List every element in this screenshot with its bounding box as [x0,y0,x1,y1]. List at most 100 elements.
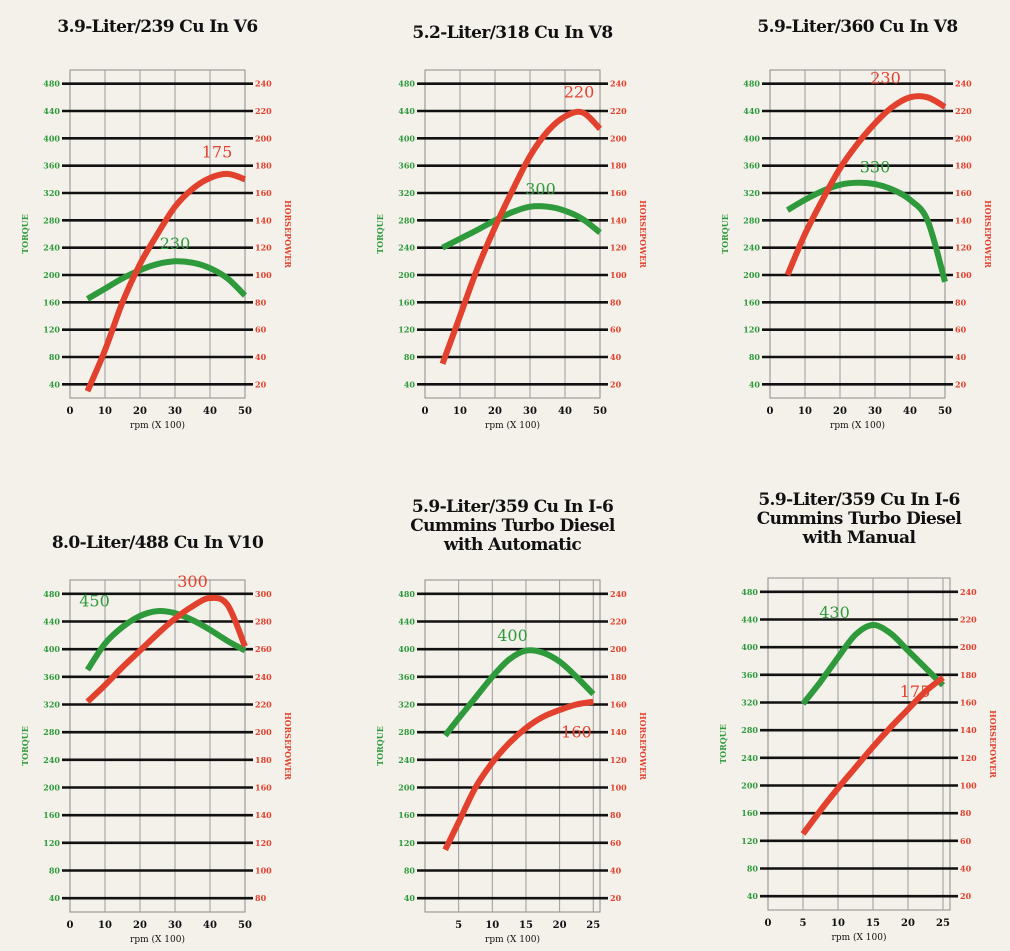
x-tick-label: 25 [936,918,950,929]
horsepower-tick-label: 240 [960,587,977,597]
torque-tick-label: 80 [404,352,416,362]
torque-tick-label: 200 [398,783,415,793]
torque-tick-label: 240 [741,753,758,763]
torque-tick-label: 280 [743,215,760,225]
plot-frame [769,69,946,399]
torque-tick-label: 400 [398,644,415,654]
torque-tick-label: 160 [398,297,415,307]
horsepower-tick-label: 220 [255,106,272,116]
torque-tick-label: 200 [741,781,758,791]
horsepower-tick-label: 220 [960,615,977,625]
horsepower-tick-label: 20 [955,379,967,389]
torque-tick-label: 40 [747,891,759,901]
x-tick-label: 30 [868,406,882,417]
torque-tick-label: 200 [743,270,760,280]
horsepower-tick-label: 180 [255,755,272,765]
horsepower-tick-label: 40 [610,866,622,876]
x-tick-label: 0 [767,406,774,417]
torque-tick-label: 480 [741,587,758,597]
x-tick-label: 20 [133,406,147,417]
torque-tick-label: 120 [741,836,758,846]
horsepower-tick-label: 80 [960,808,972,818]
horsepower-tick-label: 160 [255,188,272,198]
torque-tick-label: 320 [743,188,760,198]
x-tick-label: 20 [553,920,567,931]
torque-tick-label: 80 [404,866,416,876]
torque-tick-label: 240 [398,243,415,253]
x-tick-label: 20 [833,406,847,417]
horsepower-peak-label: 220 [564,82,595,101]
x-tick-label: 10 [453,406,467,417]
torque-peak-label: 400 [497,626,528,645]
x-tick-label: 0 [422,406,429,417]
x-tick-label: 0 [765,918,772,929]
horsepower-tick-label: 300 [255,589,272,599]
horsepower-tick-label: 140 [255,215,272,225]
torque-tick-label: 40 [49,379,61,389]
torque-tick-label: 400 [43,644,60,654]
torque-tick-label: 480 [398,589,415,599]
horsepower-curve [800,675,945,836]
horsepower-axis-label: HORSEPOWER [283,200,293,268]
torque-peak-label: 430 [819,603,850,622]
horsepower-peak-label: 160 [561,723,592,742]
torque-tick-label: 160 [43,297,60,307]
x-tick-label: 15 [519,920,533,931]
chart-title-line: 5.9-Liter/360 Cu In V8 [757,17,957,37]
x-tick-label: 10 [831,918,845,929]
x-tick-label: 40 [203,406,217,417]
horsepower-tick-label: 120 [960,753,977,763]
horsepower-tick-label: 20 [610,379,622,389]
horsepower-tick-label: 20 [255,379,267,389]
x-tick-label: 10 [98,406,112,417]
horsepower-tick-label: 140 [610,215,627,225]
x-tick-label: 40 [558,406,572,417]
torque-tick-label: 80 [747,864,759,874]
x-tick-label: 20 [901,918,915,929]
torque-tick-label: 360 [43,161,60,171]
torque-tick-label: 200 [43,270,60,280]
torque-tick-label: 200 [43,783,60,793]
horsepower-tick-label: 200 [960,642,977,652]
horsepower-curve [84,170,247,393]
horsepower-tick-label: 180 [610,161,627,171]
torque-tick-label: 440 [398,106,415,116]
horsepower-tick-label: 100 [610,783,627,793]
torque-tick-label: 280 [43,727,60,737]
horsepower-tick-label: 100 [960,781,977,791]
horsepower-tick-label: 80 [255,297,267,307]
torque-tick-label: 320 [398,700,415,710]
torque-peak-label: 300 [525,179,556,198]
x-tick-label: 50 [593,406,607,417]
x-tick-label: 20 [488,406,502,417]
torque-tick-label: 80 [49,352,61,362]
plot-frame [69,579,246,913]
torque-tick-label: 280 [398,215,415,225]
torque-tick-label: 320 [741,698,758,708]
torque-tick-label: 440 [43,617,60,627]
horsepower-tick-label: 140 [955,215,972,225]
horsepower-tick-label: 60 [955,325,967,335]
x-axis-label: rpm (X 100) [485,420,540,431]
horsepower-tick-label: 60 [960,836,972,846]
torque-tick-label: 240 [398,755,415,765]
torque-axis-label: TORQUE [720,214,730,254]
horsepower-tick-label: 80 [610,810,622,820]
horsepower-axis-label: HORSEPOWER [283,712,293,780]
x-tick-label: 10 [485,920,499,931]
torque-tick-label: 120 [43,325,60,335]
x-tick-label: 10 [798,406,812,417]
torque-tick-label: 280 [398,727,415,737]
horsepower-tick-label: 120 [955,243,972,253]
x-tick-label: 15 [866,918,880,929]
horsepower-tick-label: 60 [610,838,622,848]
plot-frame [767,577,951,911]
horsepower-tick-label: 40 [955,352,967,362]
chart-title-line: 5.9-Liter/359 Cu In I-6 [412,497,613,517]
horsepower-tick-label: 80 [955,297,967,307]
torque-tick-label: 80 [49,866,61,876]
